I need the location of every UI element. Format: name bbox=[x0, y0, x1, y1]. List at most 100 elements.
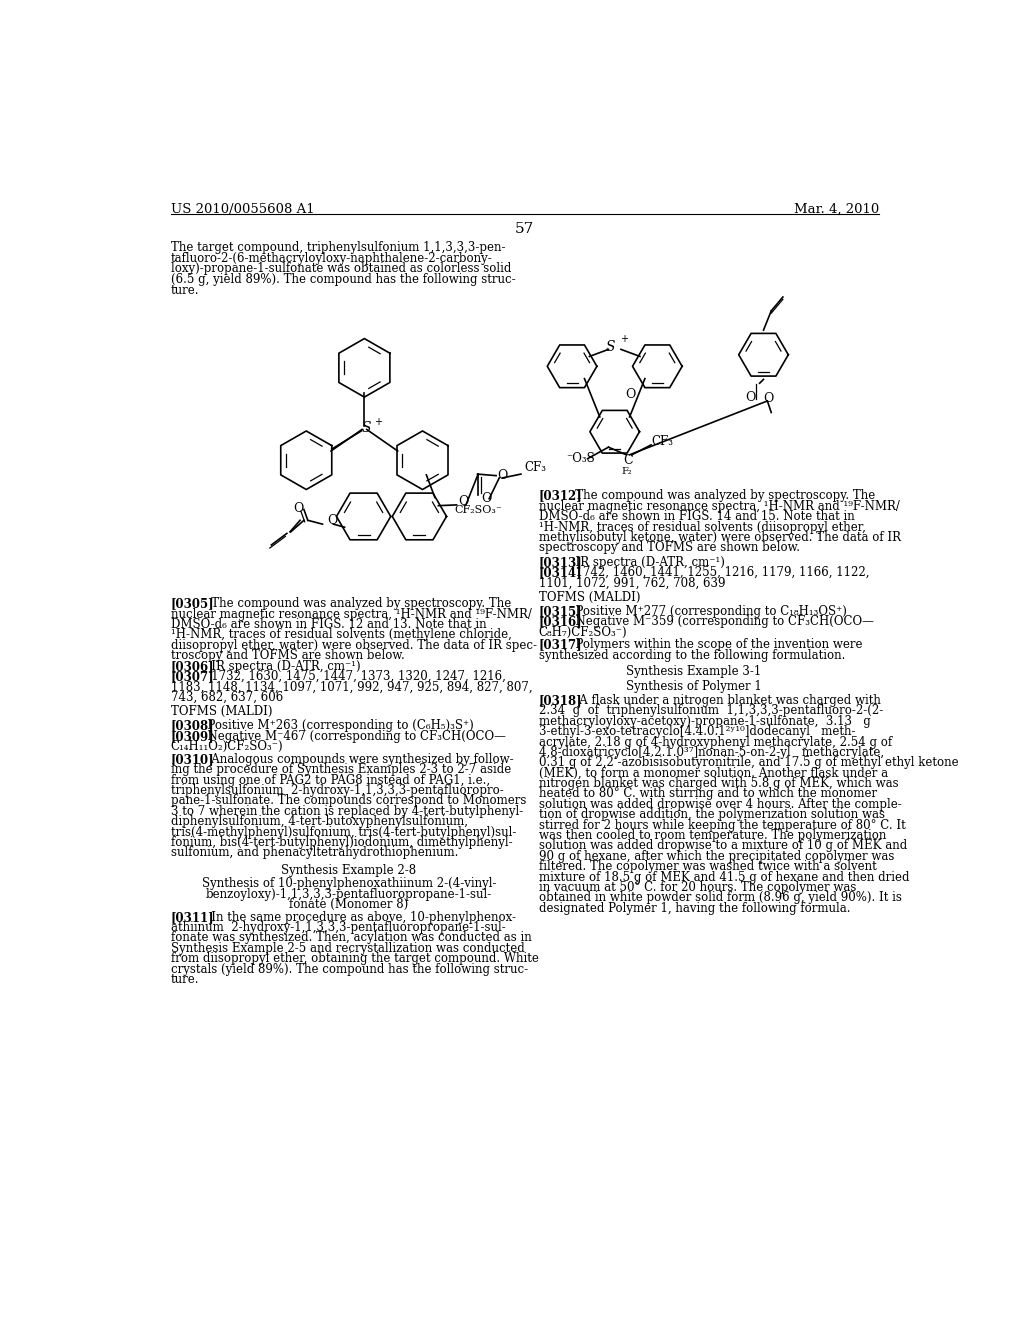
Text: Positive M⁺263 (corresponding to (C₆H₅)₃S⁺): Positive M⁺263 (corresponding to (C₆H₅)₃… bbox=[200, 719, 474, 733]
Text: [0317]: [0317] bbox=[539, 639, 583, 652]
Text: [0312]: [0312] bbox=[539, 490, 583, 503]
Text: TOFMS (MALDI): TOFMS (MALDI) bbox=[539, 591, 640, 603]
Text: athiinum  2-hydroxy-1,1,3,3,3-pentafluoropropane-1-sul-: athiinum 2-hydroxy-1,1,3,3,3-pentafluoro… bbox=[171, 921, 506, 935]
Text: 0.31 g of 2,2’-azobisisobutyronitrile, and 17.5 g of methyl ethyl ketone: 0.31 g of 2,2’-azobisisobutyronitrile, a… bbox=[539, 756, 958, 770]
Text: C₁₄H₁₁O₂)CF₂SO₃⁻): C₁₄H₁₁O₂)CF₂SO₃⁻) bbox=[171, 741, 284, 754]
Text: designated Polymer 1, having the following formula.: designated Polymer 1, having the followi… bbox=[539, 902, 850, 915]
Text: methacryloyloxy-acetoxy)-propane-1-sulfonate,  3.13   g: methacryloyloxy-acetoxy)-propane-1-sulfo… bbox=[539, 714, 870, 727]
Text: fonate (Monomer 8): fonate (Monomer 8) bbox=[289, 898, 409, 911]
Text: Synthesis of 10-phenylphenoxathiinum 2-(4-vinyl-: Synthesis of 10-phenylphenoxathiinum 2-(… bbox=[202, 878, 496, 890]
Text: ¹H-NMR, traces of residual solvents (diisopropyl ether,: ¹H-NMR, traces of residual solvents (dii… bbox=[539, 520, 865, 533]
Text: pane-1-sulfonate. The compounds correspond to Monomers: pane-1-sulfonate. The compounds correspo… bbox=[171, 795, 526, 808]
Text: [0314]: [0314] bbox=[539, 566, 583, 579]
Text: 1732, 1630, 1475, 1447, 1373, 1320, 1247, 1216,: 1732, 1630, 1475, 1447, 1373, 1320, 1247… bbox=[200, 671, 506, 682]
Text: In the same procedure as above, 10-phenylphenox-: In the same procedure as above, 10-pheny… bbox=[200, 911, 516, 924]
Text: +: + bbox=[621, 334, 628, 345]
Text: IR spectra (D-ATR, cm⁻¹): IR spectra (D-ATR, cm⁻¹) bbox=[568, 556, 725, 569]
Text: DMSO-d₆ are shown in FIGS. 12 and 13. Note that in: DMSO-d₆ are shown in FIGS. 12 and 13. No… bbox=[171, 618, 486, 631]
Text: nuclear magnetic resonance spectra, ¹H-NMR and ¹⁹F-NMR/: nuclear magnetic resonance spectra, ¹H-N… bbox=[539, 500, 900, 513]
Text: O: O bbox=[328, 513, 338, 527]
Text: +: + bbox=[374, 417, 382, 426]
Text: (6.5 g, yield 89%). The compound has the following struc-: (6.5 g, yield 89%). The compound has the… bbox=[171, 273, 515, 286]
Text: The compound was analyzed by spectroscopy. The: The compound was analyzed by spectroscop… bbox=[200, 598, 511, 610]
Text: The compound was analyzed by spectroscopy. The: The compound was analyzed by spectroscop… bbox=[564, 490, 876, 503]
Text: 1742, 1460, 1441, 1255, 1216, 1179, 1166, 1122,: 1742, 1460, 1441, 1255, 1216, 1179, 1166… bbox=[568, 566, 869, 579]
Text: 743, 682, 637, 606: 743, 682, 637, 606 bbox=[171, 690, 283, 704]
Text: fonium, bis(4-tert-butylphenyl)iodonium, dimethylphenyl-: fonium, bis(4-tert-butylphenyl)iodonium,… bbox=[171, 836, 512, 849]
Text: (MEK), to form a monomer solution. Another flask under a: (MEK), to form a monomer solution. Anoth… bbox=[539, 767, 888, 780]
Text: tris(4-methylphenyl)sulfonium, tris(4-tert-butylphenyl)sul-: tris(4-methylphenyl)sulfonium, tris(4-te… bbox=[171, 825, 516, 838]
Text: spectroscopy and TOFMS are shown below.: spectroscopy and TOFMS are shown below. bbox=[539, 541, 800, 554]
Text: synthesized according to the following formulation.: synthesized according to the following f… bbox=[539, 649, 845, 661]
Text: ⁻O₃S: ⁻O₃S bbox=[566, 453, 595, 465]
Text: F₂: F₂ bbox=[622, 466, 632, 475]
Text: obtained in white powder solid form (8.96 g, yield 90%). It is: obtained in white powder solid form (8.9… bbox=[539, 891, 901, 904]
Text: tion of dropwise addition, the polymerization solution was: tion of dropwise addition, the polymeriz… bbox=[539, 808, 885, 821]
Text: O: O bbox=[458, 495, 469, 508]
Text: nitrogen blanket was charged with 5.8 g of MEK, which was: nitrogen blanket was charged with 5.8 g … bbox=[539, 777, 898, 791]
Text: diphenylsulfonium, 4-tert-butoxyphenylsulfonium,: diphenylsulfonium, 4-tert-butoxyphenylsu… bbox=[171, 816, 468, 828]
Text: [0318]: [0318] bbox=[539, 694, 583, 708]
Text: nuclear magnetic resonance spectra, ¹H-NMR and ¹⁹F-NMR/: nuclear magnetic resonance spectra, ¹H-N… bbox=[171, 607, 531, 620]
Text: C: C bbox=[624, 454, 633, 467]
Text: CF₃: CF₃ bbox=[524, 462, 546, 474]
Text: ture.: ture. bbox=[171, 284, 199, 297]
Text: 2.34  g  of  triphenylsulfonium  1,1,3,3,3-pentafluoro-2-(2-: 2.34 g of triphenylsulfonium 1,1,3,3,3-p… bbox=[539, 705, 883, 717]
Text: S: S bbox=[361, 421, 371, 434]
Text: [0311]: [0311] bbox=[171, 911, 214, 924]
Text: O: O bbox=[497, 469, 507, 482]
Text: Polymers within the scope of the invention were: Polymers within the scope of the inventi… bbox=[568, 639, 862, 652]
Text: Synthesis Example 2-5 and recrystallization was conducted: Synthesis Example 2-5 and recrystallizat… bbox=[171, 942, 524, 954]
Text: ture.: ture. bbox=[171, 973, 199, 986]
Text: fonate was synthesized. Then, acylation was conducted as in: fonate was synthesized. Then, acylation … bbox=[171, 932, 531, 945]
Text: TOFMS (MALDI): TOFMS (MALDI) bbox=[171, 705, 272, 718]
Text: methylisobutyl ketone, water) were observed. The data of IR: methylisobutyl ketone, water) were obser… bbox=[539, 531, 901, 544]
Text: mixture of 18.5 g of MEK and 41.5 g of hexane and then dried: mixture of 18.5 g of MEK and 41.5 g of h… bbox=[539, 871, 909, 883]
Text: [0309]: [0309] bbox=[171, 730, 214, 743]
Text: Positive M⁺277 (corresponding to C₁₈H₁₃OS⁺): Positive M⁺277 (corresponding to C₁₈H₁₃O… bbox=[568, 605, 847, 618]
Text: [0313]: [0313] bbox=[539, 556, 583, 569]
Text: loxy)-propane-1-sulfonate was obtained as colorless solid: loxy)-propane-1-sulfonate was obtained a… bbox=[171, 263, 511, 276]
Text: sulfonium, and phenacyltetrahydrothiophenium.: sulfonium, and phenacyltetrahydrothiophe… bbox=[171, 846, 458, 859]
Text: The target compound, triphenylsulfonium 1,1,3,3,3-pen-: The target compound, triphenylsulfonium … bbox=[171, 240, 505, 253]
Text: ing the procedure of Synthesis Examples 2-3 to 2-7 aside: ing the procedure of Synthesis Examples … bbox=[171, 763, 511, 776]
Text: O: O bbox=[293, 502, 303, 515]
Text: 90 g of hexane, after which the precipitated copolymer was: 90 g of hexane, after which the precipit… bbox=[539, 850, 894, 863]
Text: DMSO-d₆ are shown in FIGS. 14 and 15. Note that in: DMSO-d₆ are shown in FIGS. 14 and 15. No… bbox=[539, 511, 854, 523]
Text: O: O bbox=[481, 492, 492, 506]
Text: Mar. 4, 2010: Mar. 4, 2010 bbox=[794, 203, 879, 216]
Text: Analogous compounds were synthesized by follow-: Analogous compounds were synthesized by … bbox=[200, 752, 514, 766]
Text: troscopy and TOFMS are shown below.: troscopy and TOFMS are shown below. bbox=[171, 649, 404, 663]
Text: Synthesis Example 2-8: Synthesis Example 2-8 bbox=[282, 865, 417, 878]
Text: [0308]: [0308] bbox=[171, 719, 214, 733]
Text: triphenylsulfonium  2-hydroxy-1,1,3,3,3-pentafluoropro-: triphenylsulfonium 2-hydroxy-1,1,3,3,3-p… bbox=[171, 784, 504, 797]
Text: solution was added dropwise to a mixture of 10 g of MEK and: solution was added dropwise to a mixture… bbox=[539, 840, 907, 853]
Text: Synthesis of Polymer 1: Synthesis of Polymer 1 bbox=[626, 680, 762, 693]
Text: 4,8-dioxatricyclo[4.2.1.0³⁷]nonan-5-on-2-yl   methacrylate,: 4,8-dioxatricyclo[4.2.1.0³⁷]nonan-5-on-2… bbox=[539, 746, 884, 759]
Text: was then cooled to room temperature. The polymerization: was then cooled to room temperature. The… bbox=[539, 829, 886, 842]
Text: Negative M⁻467 (corresponding to CF₃CH(OCO—: Negative M⁻467 (corresponding to CF₃CH(O… bbox=[200, 730, 506, 743]
Text: CF₂SO₃⁻: CF₂SO₃⁻ bbox=[455, 506, 502, 515]
Text: [0310]: [0310] bbox=[171, 752, 214, 766]
Text: in vacuum at 50° C. for 20 hours. The copolymer was: in vacuum at 50° C. for 20 hours. The co… bbox=[539, 880, 856, 894]
Text: Synthesis Example 3-1: Synthesis Example 3-1 bbox=[626, 665, 762, 678]
Text: 1101, 1072, 991, 762, 708, 639: 1101, 1072, 991, 762, 708, 639 bbox=[539, 577, 725, 590]
Text: [0306]: [0306] bbox=[171, 660, 214, 673]
Text: O: O bbox=[764, 392, 774, 405]
Text: crystals (yield 89%). The compound has the following struc-: crystals (yield 89%). The compound has t… bbox=[171, 962, 527, 975]
Text: 3 to 7 wherein the cation is replaced by 4-tert-butylphenyl-: 3 to 7 wherein the cation is replaced by… bbox=[171, 805, 523, 818]
Text: filtered. The copolymer was washed twice with a solvent: filtered. The copolymer was washed twice… bbox=[539, 861, 877, 874]
Text: C₈H₇)CF₂SO₃⁻): C₈H₇)CF₂SO₃⁻) bbox=[539, 626, 628, 639]
Text: diisopropyl ether, water) were observed. The data of IR spec-: diisopropyl ether, water) were observed.… bbox=[171, 639, 537, 652]
Text: from diisopropyl ether, obtaining the target compound. White: from diisopropyl ether, obtaining the ta… bbox=[171, 952, 539, 965]
Text: IR spectra (D-ATR, cm⁻¹): IR spectra (D-ATR, cm⁻¹) bbox=[200, 660, 360, 673]
Text: O: O bbox=[626, 388, 636, 400]
Text: US 2010/0055608 A1: US 2010/0055608 A1 bbox=[171, 203, 314, 216]
Text: CF₃: CF₃ bbox=[651, 436, 673, 449]
Text: [0307]: [0307] bbox=[171, 671, 214, 682]
Text: S: S bbox=[606, 341, 615, 354]
Text: tafluoro-2-(6-methacryloyloxy-naphthalene-2-carbony-: tafluoro-2-(6-methacryloyloxy-naphthalen… bbox=[171, 252, 493, 264]
Text: ¹H-NMR, traces of residual solvents (methylene chloride,: ¹H-NMR, traces of residual solvents (met… bbox=[171, 628, 512, 642]
Text: [0315]: [0315] bbox=[539, 605, 583, 618]
Text: 1183, 1148, 1134, 1097, 1071, 992, 947, 925, 894, 827, 807,: 1183, 1148, 1134, 1097, 1071, 992, 947, … bbox=[171, 681, 532, 693]
